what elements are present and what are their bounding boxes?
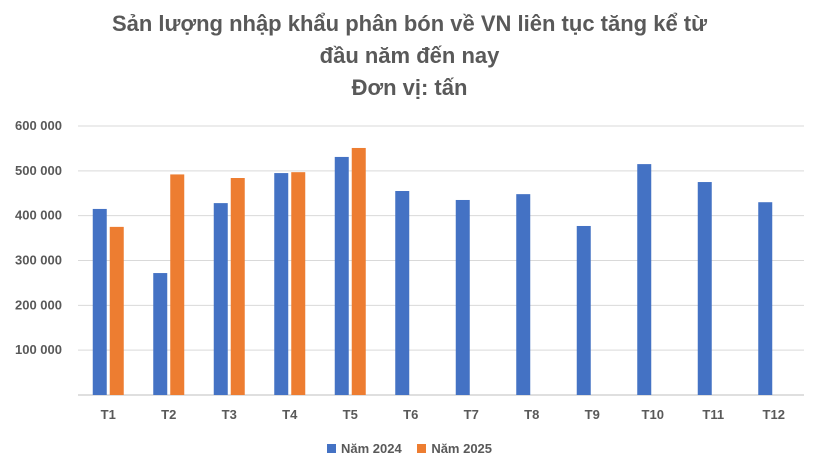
x-tick-label: T1 xyxy=(101,407,116,422)
bar-T3-2024 xyxy=(213,203,228,395)
legend-item-2024: Năm 2024 xyxy=(326,441,402,456)
bar-T4-2024 xyxy=(274,173,289,395)
x-axis-tick-labels: T1 T2 T3 T4 T5 T6 T7 T8 T9 T10 T11 T12 xyxy=(101,407,785,422)
x-tick-label: T9 xyxy=(585,407,600,422)
x-tick-label: T10 xyxy=(642,407,664,422)
bar-T2-2025 xyxy=(170,174,185,395)
gridlines xyxy=(78,125,804,396)
bar-T1-2025 xyxy=(109,226,124,395)
legend: Năm 2024 Năm 2025 xyxy=(0,441,819,456)
x-tick-label: T12 xyxy=(763,407,785,422)
x-tick-label: T7 xyxy=(464,407,479,422)
bar-T11-2024 xyxy=(697,182,712,395)
y-axis-tick-labels: 100 000 200 000 300 000 400 000 500 000 600 0… xyxy=(15,118,62,357)
x-tick-label: T2 xyxy=(161,407,176,422)
chart-title-line-2: đầu năm đến nay xyxy=(319,43,500,68)
x-tick-label: T8 xyxy=(524,407,539,422)
bar-T4-2025 xyxy=(291,172,306,395)
legend-item-2025: Năm 2025 xyxy=(417,441,492,456)
chart-title-line-1: Sản lượng nhập khẩu phân bón về VN liên … xyxy=(111,11,708,36)
bars xyxy=(92,147,773,395)
legend-swatch-2025 xyxy=(417,444,427,453)
x-tick-label: T3 xyxy=(222,407,237,422)
legend-label-2024: Năm 2024 xyxy=(340,441,402,456)
x-tick-label: T6 xyxy=(403,407,418,422)
chart-title-line-3: Đơn vị: tấn xyxy=(351,75,468,100)
bar-T9-2024 xyxy=(576,225,591,395)
bar-T3-2025 xyxy=(230,178,245,395)
x-tick-label: T4 xyxy=(282,407,298,422)
bar-T12-2024 xyxy=(758,202,773,395)
legend-swatch-2024 xyxy=(326,444,336,453)
chart-title: Sản lượng nhập khẩu phân bón về VN liên … xyxy=(0,8,819,104)
bar-T10-2024 xyxy=(637,164,652,395)
y-tick-label: 200 000 xyxy=(15,297,62,312)
legend-label-2025: Năm 2025 xyxy=(431,441,493,456)
y-tick-label: 500 000 xyxy=(15,163,62,178)
bar-T5-2024 xyxy=(334,156,349,395)
y-tick-label: 300 000 xyxy=(15,253,62,268)
bar-T6-2024 xyxy=(395,191,410,395)
x-tick-label: T5 xyxy=(343,407,358,422)
bar-T1-2024 xyxy=(92,208,107,395)
x-tick-label: T11 xyxy=(702,407,724,422)
bar-T7-2024 xyxy=(455,199,470,395)
y-tick-label: 100 000 xyxy=(15,342,62,357)
bar-T2-2024 xyxy=(153,273,168,395)
bar-T5-2025 xyxy=(351,147,366,395)
y-tick-label: 600 000 xyxy=(15,118,62,133)
y-tick-label: 400 000 xyxy=(15,208,62,223)
bar-T8-2024 xyxy=(516,194,531,395)
